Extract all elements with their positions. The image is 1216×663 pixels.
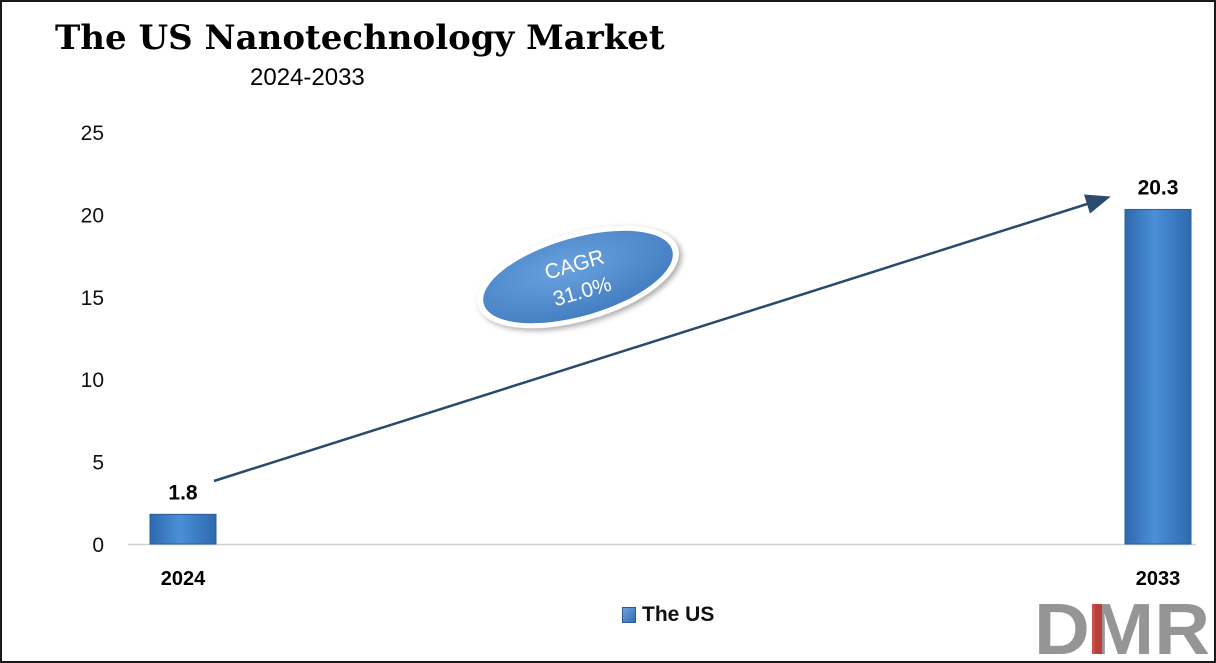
bar-2024 bbox=[149, 513, 217, 545]
y-tick-label: 10 bbox=[81, 369, 104, 392]
x-tick-label-2033: 2033 bbox=[1136, 568, 1181, 590]
legend: The US bbox=[622, 603, 714, 627]
x-axis: 2024 2033 bbox=[161, 568, 1181, 590]
legend-label: The US bbox=[642, 603, 715, 626]
x-tick-label-2024: 2024 bbox=[161, 568, 206, 590]
logo-text: DMR bbox=[1034, 598, 1210, 658]
y-axis: 0 5 10 15 20 25 bbox=[81, 122, 1196, 557]
chart-title: The US Nanotechnology Market bbox=[55, 18, 665, 58]
dmr-logo: DMR bbox=[1034, 598, 1210, 658]
data-label-2033: 20.3 bbox=[1138, 176, 1179, 199]
cagr-badge: CAGR 31.0% bbox=[477, 225, 679, 329]
chart-subtitle: 2024-2033 bbox=[250, 64, 365, 91]
bar-2033 bbox=[1124, 208, 1192, 545]
y-tick-label: 5 bbox=[92, 452, 104, 475]
bars bbox=[149, 208, 1192, 545]
y-tick-label: 15 bbox=[81, 287, 104, 310]
legend-swatch bbox=[622, 607, 636, 623]
growth-arrow bbox=[213, 194, 1111, 483]
y-tick-label: 0 bbox=[92, 534, 104, 557]
y-tick-label: 25 bbox=[81, 122, 104, 145]
y-tick-label: 20 bbox=[81, 204, 104, 227]
bar-data-labels: 1.8 20.3 bbox=[168, 176, 1178, 504]
data-label-2024: 1.8 bbox=[168, 481, 198, 504]
